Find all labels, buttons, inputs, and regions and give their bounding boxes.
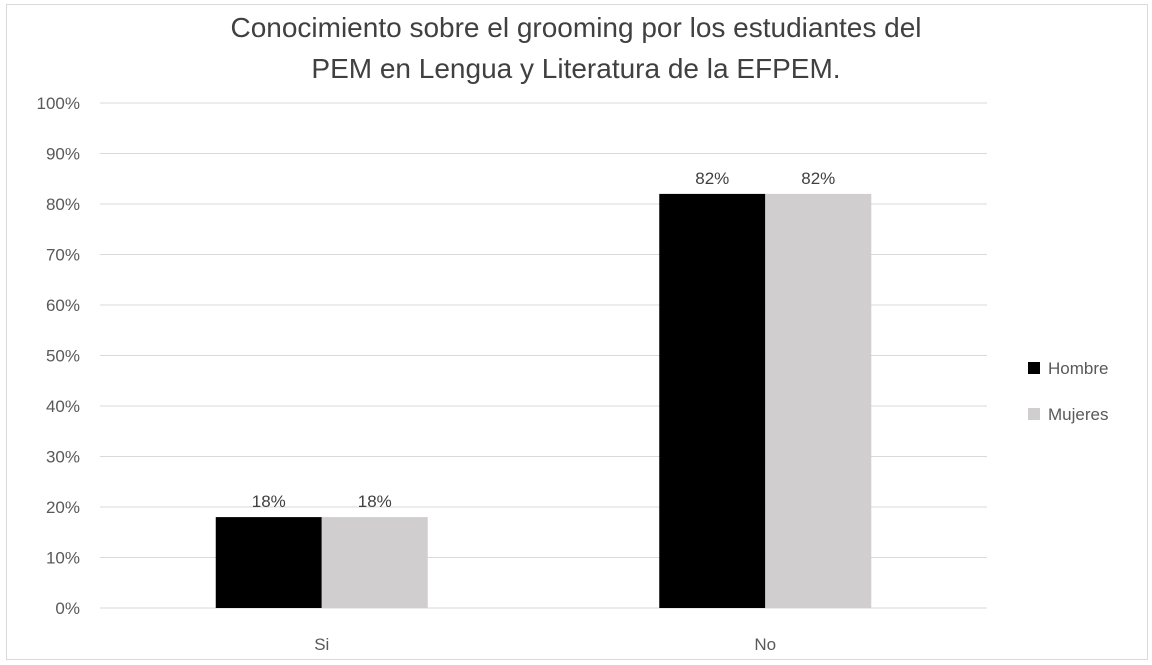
bar-mujeres-no	[765, 193, 872, 608]
x-tick-label: No	[754, 635, 776, 654]
y-tick-label: 80%	[46, 195, 80, 214]
bar-hombre-no	[659, 193, 766, 608]
y-tick-label: 40%	[46, 397, 80, 416]
bar-hombre-si	[215, 517, 322, 608]
legend-label-mujeres: Mujeres	[1048, 405, 1108, 424]
y-tick-label: 60%	[46, 296, 80, 315]
chart-frame	[6, 4, 1148, 660]
y-tick-label: 30%	[46, 448, 80, 467]
x-axis: Si No	[314, 635, 776, 654]
legend-swatch-hombre	[1028, 362, 1040, 374]
y-axis: 0% 10% 20% 30% 40% 50% 60% 70% 80% 90% 100%	[37, 94, 80, 618]
data-label: 18%	[358, 492, 392, 511]
y-tick-label: 0%	[55, 599, 80, 618]
y-tick-label: 70%	[46, 246, 80, 265]
data-labels: 18% 18% 82% 82%	[252, 169, 836, 511]
legend: Hombre Mujeres	[1028, 359, 1108, 424]
x-tick-label: Si	[314, 635, 329, 654]
y-tick-label: 10%	[46, 549, 80, 568]
y-tick-label: 50%	[46, 347, 80, 366]
legend-swatch-mujeres	[1028, 408, 1040, 420]
bars	[215, 193, 872, 608]
y-tick-label: 20%	[46, 498, 80, 517]
y-tick-label: 100%	[37, 94, 80, 113]
chart-title-line-1: Conocimiento sobre el grooming por los e…	[230, 12, 921, 43]
data-label: 18%	[252, 492, 286, 511]
data-label: 82%	[801, 169, 835, 188]
y-tick-label: 90%	[46, 145, 80, 164]
bar-mujeres-si	[321, 517, 428, 608]
legend-label-hombre: Hombre	[1048, 359, 1108, 378]
data-label: 82%	[695, 169, 729, 188]
chart-title-line-2: PEM en Lengua y Literatura de la EFPEM.	[311, 53, 840, 84]
